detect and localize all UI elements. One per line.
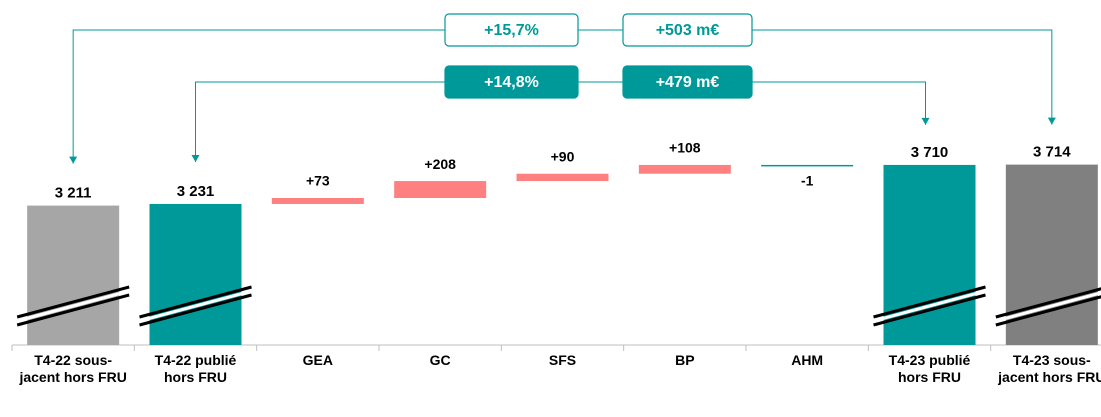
x-tick-label: T4-22 publié hors FRU	[154, 352, 237, 385]
x-tick-label: GEA	[302, 352, 333, 368]
value-label: -1	[801, 173, 814, 189]
x-tick-label: SFS	[548, 352, 577, 368]
arrowhead	[1047, 117, 1056, 125]
bar	[394, 181, 487, 199]
axis-break	[873, 285, 986, 319]
axis-break	[995, 295, 1101, 327]
bar	[149, 203, 242, 345]
arrowhead	[69, 156, 78, 164]
x-tick-label: AHM	[791, 352, 824, 368]
value-label: +73	[306, 173, 330, 189]
axis-break	[16, 285, 130, 319]
value-label: 3 714	[1033, 144, 1071, 161]
value-label: 3 231	[177, 183, 215, 200]
x-tick-label: GC	[429, 352, 451, 368]
axis-break	[16, 293, 130, 327]
value-label: 3 211	[55, 185, 92, 202]
annotation-text: +503 m€	[656, 22, 720, 39]
axis-break-gap	[995, 291, 1101, 323]
annotation-text: +15,7%	[484, 22, 539, 39]
bar	[516, 173, 609, 182]
arrowhead	[921, 117, 930, 125]
value-label: +208	[424, 156, 456, 172]
bar	[271, 198, 364, 204]
axis-break-gap	[873, 289, 986, 323]
x-tick-label: T4-23 sous-jacent hors FRU	[998, 352, 1101, 385]
annotation-box	[622, 13, 753, 47]
value-label: 3 710	[911, 144, 949, 161]
value-label: +90	[551, 148, 575, 164]
axis-break	[139, 285, 252, 319]
x-tick-label: T4-23 publié hors FRU	[888, 352, 971, 385]
bar	[27, 205, 120, 345]
arrowhead	[191, 154, 200, 162]
bar	[761, 164, 854, 167]
annotation-text: +14,8%	[484, 74, 539, 91]
annotation-box	[622, 65, 753, 99]
axis-break-gap	[16, 289, 130, 323]
axis-break	[139, 293, 252, 327]
annotation-box	[444, 65, 579, 99]
axis-break	[995, 287, 1101, 319]
x-tick-label: BP	[675, 352, 695, 368]
axis-break-gap	[139, 289, 252, 323]
x-tick-label: T4-22 sous-jacent hors FRU	[19, 352, 127, 385]
axis-break	[873, 293, 986, 327]
annotation-box	[444, 13, 579, 47]
value-label: +108	[669, 140, 701, 156]
annotation-text: +479 m€	[656, 74, 720, 91]
bar	[638, 164, 731, 174]
